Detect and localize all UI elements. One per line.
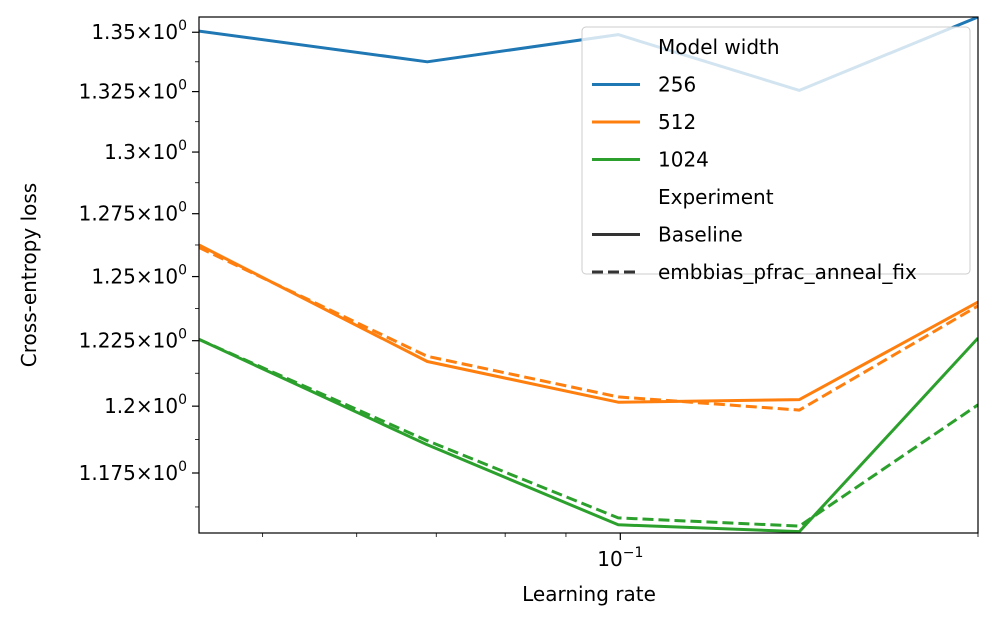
legend-title: Experiment — [658, 185, 774, 209]
legend-label: embbias_pfrac_anneal_fix — [658, 260, 917, 284]
legend: Model width 256 512 1024 Experiment Baseline e… — [581, 26, 971, 284]
y-tick-label: 1.275×100 — [79, 200, 187, 226]
legend-box — [581, 26, 971, 275]
y-tick-label: 1.35×100 — [91, 18, 187, 44]
series-line-1024-baseline — [199, 337, 978, 533]
y-tick-label: 1.3×100 — [104, 138, 187, 164]
series-line-512-embbias — [199, 246, 978, 412]
x-axis-ticks: 10−1 — [262, 533, 979, 571]
y-axis-ticks: 1.35×100 1.325×100 1.3×100 1.275×100 1.25×10… — [79, 18, 199, 508]
legend-label: 512 — [658, 110, 696, 134]
y-tick-label: 1.175×100 — [79, 459, 187, 485]
y-tick-label: 1.25×100 — [91, 263, 187, 289]
legend-label: 1024 — [658, 148, 709, 172]
y-tick-label: 1.2×100 — [104, 392, 187, 418]
series-line-1024-embbias — [199, 338, 978, 528]
plot-frame — [198, 16, 979, 534]
x-axis-label: Learning rate — [522, 582, 656, 606]
legend-label: Baseline — [658, 223, 743, 247]
y-tick-label: 1.325×100 — [79, 78, 187, 104]
legend-label: 256 — [658, 73, 696, 97]
series-line-512-baseline — [199, 243, 978, 404]
y-tick-label: 1.225×100 — [79, 327, 187, 353]
y-axis-label: Cross-entropy loss — [17, 183, 41, 367]
x-tick-label: 10−1 — [597, 545, 643, 571]
series-lines — [199, 17, 978, 533]
legend-title: Model width — [658, 35, 780, 59]
